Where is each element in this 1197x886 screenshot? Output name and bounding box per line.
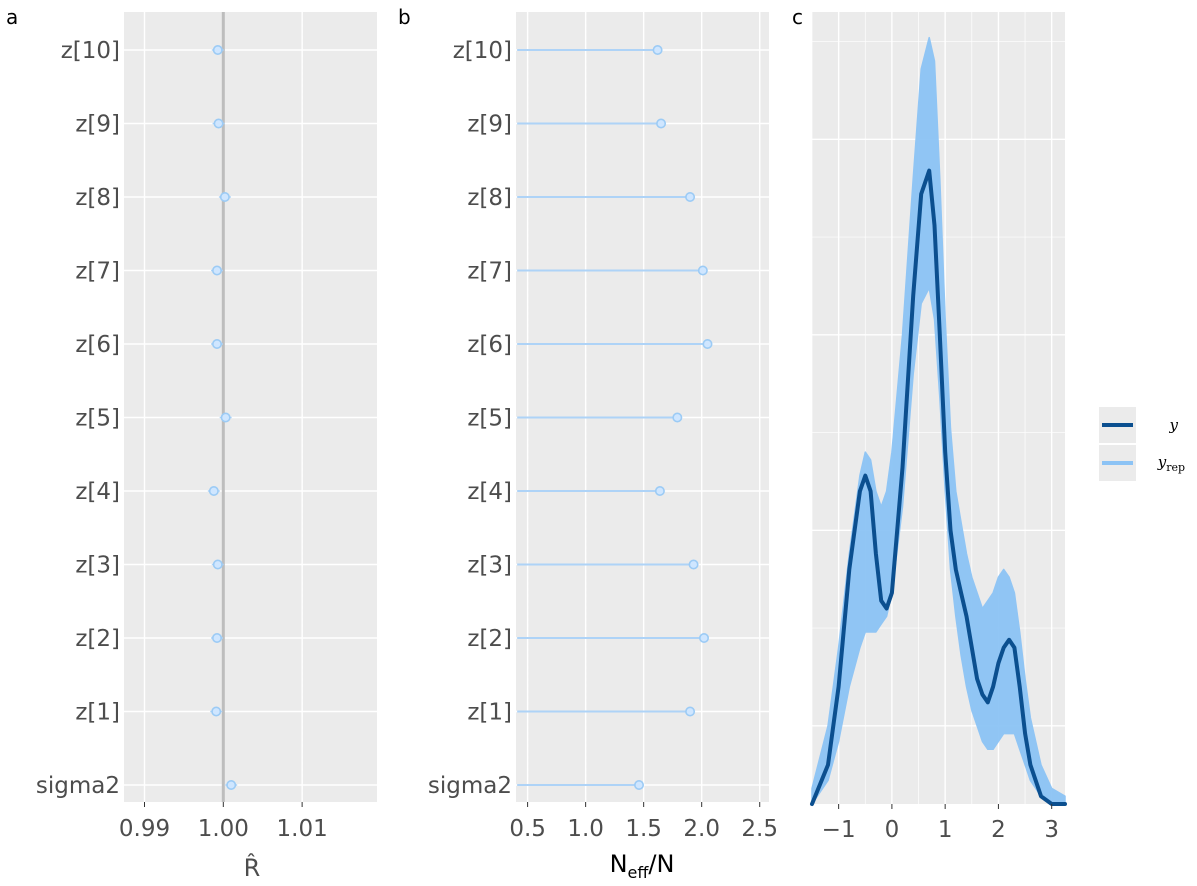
a-point-1: [213, 118, 224, 129]
a-xtick-label-2: 1.01: [277, 816, 328, 842]
b-ylabel-10: sigma2: [428, 773, 512, 799]
a-ylabel-3: z[7]: [75, 259, 120, 285]
a-xtick-label-0: 0.99: [119, 816, 170, 842]
legend-label-yrep-sub: rep: [1166, 461, 1185, 474]
b-point-10: [634, 779, 645, 790]
neff-main: N: [610, 850, 628, 878]
c-xtick-label-0: −1: [822, 817, 856, 843]
a-point-6: [208, 485, 219, 496]
b-xtick-label-0: 0.5: [509, 816, 546, 842]
c-xtick-label-4: 3: [1044, 817, 1059, 843]
a-point-3: [212, 265, 223, 276]
svg-text:Neff/N: Neff/N: [610, 850, 675, 882]
panel-b-xlabel: Neff/N: [610, 850, 675, 882]
b-point-0: [652, 44, 663, 55]
a-point-7: [212, 559, 223, 570]
b-point-8: [699, 632, 710, 643]
neff-tail: /N: [648, 850, 674, 878]
panel-b-tag: b: [398, 5, 411, 29]
b-ylabel-5: z[5]: [467, 406, 512, 432]
b-point-6: [654, 485, 665, 496]
b-point-9: [685, 706, 696, 717]
legend-label-y: y: [1169, 416, 1179, 434]
a-point-10: [226, 779, 237, 790]
a-ylabel-8: z[2]: [75, 626, 120, 652]
a-point-0: [212, 44, 223, 55]
a-point-5: [220, 412, 231, 423]
b-point-1: [656, 118, 667, 129]
b-point-2: [685, 192, 696, 203]
b-xtick-label-4: 2.5: [741, 816, 778, 842]
a-ylabel-7: z[3]: [75, 553, 120, 579]
b-point-7: [688, 559, 699, 570]
a-point-2: [219, 192, 230, 203]
b-ylabel-8: z[2]: [467, 626, 512, 652]
b-xtick-label-1: 1.0: [567, 816, 604, 842]
a-ylabel-5: z[5]: [75, 406, 120, 432]
b-ylabel-1: z[9]: [467, 112, 512, 138]
a-ylabel-1: z[9]: [75, 112, 120, 138]
b-ylabel-2: z[8]: [467, 185, 512, 211]
legend-label-yrep: y: [1157, 453, 1167, 471]
a-ylabel-0: z[10]: [61, 38, 120, 64]
a-point-8: [212, 632, 223, 643]
c-xtick-label-1: 0: [885, 817, 900, 843]
panel-a-background: [124, 12, 377, 802]
legend: y yrep: [1099, 407, 1185, 481]
neff-sub: eff: [628, 863, 650, 882]
b-point-3: [697, 265, 708, 276]
b-ylabel-6: z[4]: [467, 479, 512, 505]
rhat-label: R̂: [244, 854, 261, 882]
a-xtick-label-1: 1.00: [198, 816, 249, 842]
b-ylabel-7: z[3]: [467, 553, 512, 579]
a-ylabel-10: sigma2: [36, 773, 120, 799]
a-point-4: [212, 338, 223, 349]
b-ylabel-4: z[6]: [467, 332, 512, 358]
panel-a-tag: a: [6, 5, 18, 29]
c-xtick-label-3: 2: [991, 817, 1006, 843]
b-xtick-label-2: 1.5: [625, 816, 662, 842]
panel-b: b z[10] z[9] z[8] z[7] z[6] z[5] z[4] z[3] z[2] z…: [398, 5, 778, 882]
a-ylabel-4: z[6]: [75, 332, 120, 358]
y-density-line: [810, 168, 1067, 806]
panel-a: a z[10] z[9] z[8] z[7] z[6] z[5] z[4] z[3] z[2] z…: [6, 5, 377, 882]
panel-a-xlabel: R̂: [244, 854, 261, 882]
panel-c: c −1 0 1 2 3: [792, 5, 1067, 843]
panel-c-tag: c: [792, 5, 803, 29]
a-point-9: [211, 706, 222, 717]
b-point-5: [672, 412, 683, 423]
b-ylabel-0: z[10]: [453, 38, 512, 64]
b-ylabel-9: z[1]: [467, 700, 512, 726]
b-ylabel-3: z[7]: [467, 259, 512, 285]
b-xtick-label-3: 2.0: [683, 816, 720, 842]
panel-b-background: [516, 12, 769, 802]
a-ylabel-6: z[4]: [75, 479, 120, 505]
a-ylabel-9: z[1]: [75, 700, 120, 726]
c-xtick-label-2: 1: [938, 817, 953, 843]
a-ylabel-2: z[8]: [75, 185, 120, 211]
svg-text:yrep: yrep: [1157, 453, 1185, 474]
b-point-4: [702, 338, 713, 349]
